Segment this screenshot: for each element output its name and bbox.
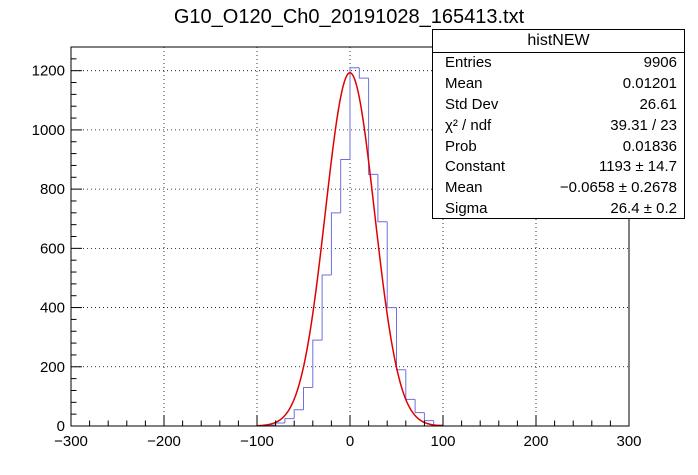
histogram-bin (303, 387, 313, 410)
tick-labels: −300 −200 −100 0 100 200 300 0 200 400 600 800 1000 1… (32, 63, 642, 450)
x-tick-label: 200 (523, 433, 548, 450)
stats-row: Mean −0.0658 ± 0.2678 (433, 178, 684, 199)
histogram-bin (396, 307, 406, 371)
stats-label: Prob (445, 137, 477, 155)
stats-value: 39.31 / 23 (610, 116, 677, 134)
gaussian-fit-series (256, 71, 444, 427)
y-tick-label: 1000 (32, 122, 65, 139)
histogram-series (256, 67, 444, 427)
stats-value: 1193 ± 14.7 (598, 158, 677, 176)
histogram-bin (414, 399, 425, 414)
histogram-bin (293, 409, 304, 419)
stats-value: 26.4 ± 0.2 (610, 200, 677, 218)
stats-label: Entries (445, 54, 492, 71)
stats-value: 26.61 (639, 95, 677, 113)
axis-ticks (70, 46, 630, 427)
stats-box-title: histNEW (433, 30, 684, 53)
histogram-bin (340, 159, 350, 213)
x-tick-label: 100 (430, 433, 455, 450)
histogram-bin (349, 67, 360, 160)
stats-label: Mean (445, 74, 483, 92)
stats-row: Mean 0.01201 (433, 74, 684, 95)
histogram-bin (405, 369, 416, 400)
stats-row: Std Dev 26.61 (433, 95, 684, 116)
stats-row: Sigma 26.4 ± 0.2 (433, 199, 684, 220)
stats-row: Prob 0.01836 (433, 137, 684, 158)
fit-curve (256, 71, 444, 427)
histogram-bin (330, 212, 341, 275)
histogram-bin (368, 78, 378, 175)
stats-value: 0.01836 (622, 137, 677, 155)
y-tick-label: 800 (40, 181, 65, 198)
stats-label: Std Dev (445, 95, 499, 113)
stats-label: Sigma (445, 200, 488, 218)
y-tick-label: 200 (40, 359, 65, 376)
stats-row: Constant 1193 ± 14.7 (433, 157, 684, 178)
histogram-bin (358, 67, 369, 79)
x-tick-label: −100 (240, 433, 274, 450)
y-tick-label: 1200 (32, 63, 65, 80)
histogram-bin (284, 418, 295, 424)
y-tick-label: 600 (40, 240, 65, 257)
stats-label: Constant (445, 158, 506, 176)
stats-value: 9906 (643, 54, 677, 71)
histogram-bin (377, 174, 388, 223)
x-tick-label: 300 (616, 433, 641, 450)
histogram-bin (423, 412, 434, 422)
stats-rows: Entries 9906 Mean 0.01201 Std Dev 26.61 χ² / n… (433, 53, 684, 220)
stats-value: 0.01201 (622, 74, 677, 92)
y-tick-label: 0 (57, 418, 65, 435)
histogram-bin (312, 339, 323, 388)
stats-value: −0.0658 ± 0.2678 (559, 179, 677, 197)
stats-box: histNEW Entries 9906 Mean 0.01201 Std Dev 26.… (432, 29, 685, 219)
stats-label: χ² / ndf (445, 116, 492, 134)
histogram-bin (386, 221, 397, 309)
histogram-bin (321, 274, 332, 341)
chart-title: G10_O120_Ch0_20191028_165413.txt (173, 6, 525, 28)
stats-row: χ² / ndf 39.31 / 23 (433, 116, 684, 137)
y-tick-label: 400 (40, 300, 65, 317)
stats-label: Mean (445, 179, 483, 197)
histogram-bin (275, 422, 285, 426)
x-tick-label: −300 (54, 433, 88, 450)
stats-row: Entries 9906 (433, 53, 684, 74)
x-tick-label: −200 (147, 433, 181, 450)
x-tick-label: 0 (346, 433, 354, 450)
